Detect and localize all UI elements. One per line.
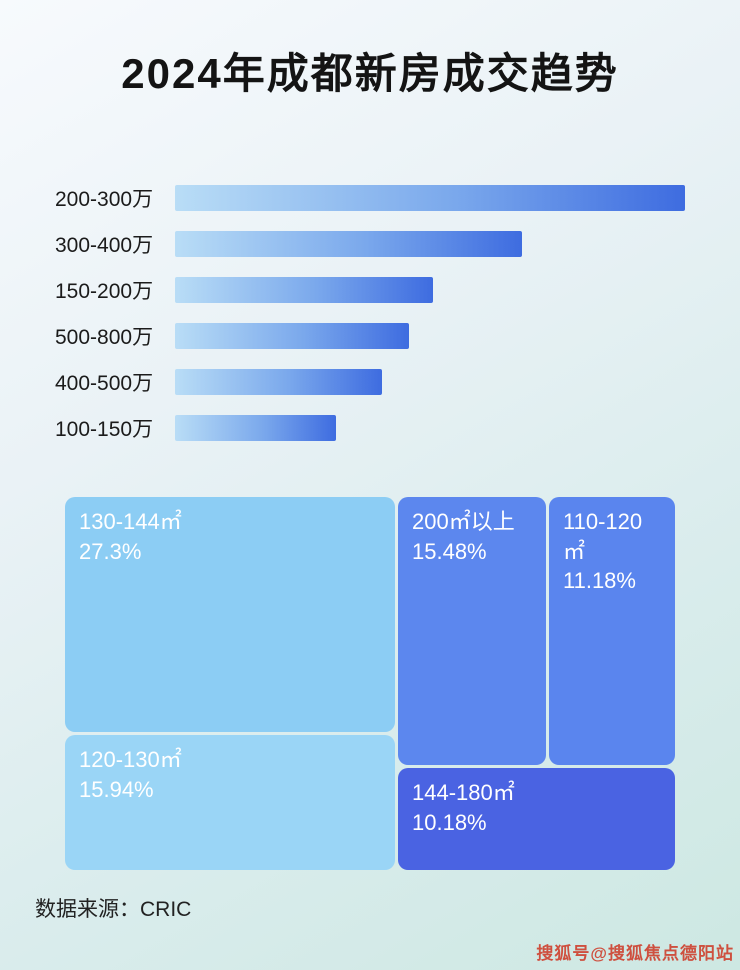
bar-400-500 <box>175 369 383 395</box>
bar-150-200 <box>175 277 433 303</box>
bar-label: 300-400万 <box>55 234 154 257</box>
treemap-label: 144-180㎡ <box>412 780 515 805</box>
bar-label: 150-200万 <box>55 280 154 303</box>
bar-track <box>175 369 685 395</box>
bar-200-300 <box>175 185 685 211</box>
treemap-label: 200㎡以上 <box>412 509 515 534</box>
treemap-percent: 10.18% <box>412 809 487 835</box>
bar-row: 150-200万 <box>55 267 685 313</box>
treemap-label: 130-144㎡ <box>79 509 182 534</box>
treemap-percent: 11.18% <box>563 568 636 594</box>
page-title: 2024年成都新房成交趋势 <box>121 50 619 97</box>
bar-row: 300-400万 <box>55 221 685 267</box>
bar-track <box>175 415 685 441</box>
treemap-block-110-120: 110-120㎡ 11.18% <box>549 497 675 765</box>
bar-300-400 <box>175 231 522 257</box>
bar-track <box>175 277 685 303</box>
bar-row: 100-150万 <box>55 405 685 451</box>
treemap-percent: 27.3% <box>79 538 142 564</box>
bar-track <box>175 185 685 211</box>
bar-label: 500-800万 <box>55 326 154 349</box>
bar-row: 500-800万 <box>55 313 685 359</box>
treemap-block-144-180: 144-180㎡ 10.18% <box>398 768 675 870</box>
bar-label: 400-500万 <box>55 372 154 395</box>
treemap-label: 120-130㎡ <box>79 747 182 772</box>
treemap-block-130-144: 130-144㎡ 27.3% <box>65 497 395 732</box>
bar-row: 200-300万 <box>55 175 685 221</box>
treemap-block-120-130: 120-130㎡ 15.94% <box>65 735 395 870</box>
watermark-text: 搜狐号@搜狐焦点德阳站 <box>536 944 734 963</box>
bar-500-800 <box>175 323 409 349</box>
data-source-note: 数据来源：CRIC <box>35 898 192 921</box>
area-size-treemap: 130-144㎡ 27.3% 200㎡以上 15.48% 110-120㎡ 11… <box>65 497 675 870</box>
bar-100-150 <box>175 415 336 441</box>
treemap-label: 110-120㎡ <box>563 509 643 564</box>
treemap-percent: 15.48% <box>412 538 487 564</box>
bar-track <box>175 323 685 349</box>
bar-track <box>175 231 685 257</box>
price-range-bar-chart: 200-300万 300-400万 150-200万 500-800万 400-… <box>55 175 685 451</box>
bar-label: 200-300万 <box>55 188 154 211</box>
bar-row: 400-500万 <box>55 359 685 405</box>
bar-label: 100-150万 <box>55 418 154 441</box>
treemap-percent: 15.94% <box>79 776 154 802</box>
treemap-block-200-plus: 200㎡以上 15.48% <box>398 497 546 765</box>
